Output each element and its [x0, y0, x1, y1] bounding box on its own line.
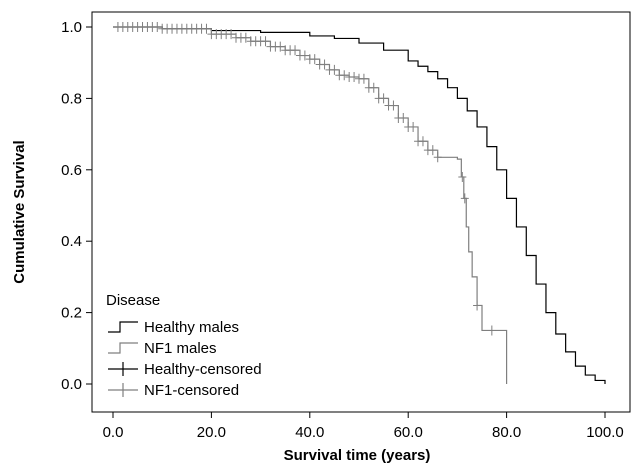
censor-mark — [350, 71, 359, 82]
censor-mark — [291, 45, 300, 56]
legend-swatch-step — [108, 342, 138, 354]
censor-mark — [359, 73, 368, 84]
censor-mark — [433, 152, 442, 163]
censor-mark — [428, 145, 437, 156]
x-tick-label: 0.0 — [103, 424, 124, 441]
censor-mark — [369, 82, 378, 93]
censor-mark — [340, 70, 349, 81]
censor-mark — [473, 300, 482, 311]
censor-mark — [227, 29, 236, 40]
x-tick-label: 40.0 — [295, 424, 324, 441]
y-tick-label: 0.6 — [61, 162, 82, 179]
censor-mark — [261, 36, 270, 47]
censor-mark — [300, 50, 309, 61]
x-tick-label: 20.0 — [197, 424, 226, 441]
x-axis-title: Survival time (years) — [284, 447, 431, 464]
legend: Disease Healthy males NF1 males Healthy-ce… — [106, 292, 262, 399]
legend-swatch-step — [108, 321, 138, 333]
censor-mark — [241, 32, 250, 43]
x-tick-label: 80.0 — [492, 424, 521, 441]
legend-swatch-censor — [108, 362, 138, 376]
legend-label: NF1-censored — [144, 382, 239, 399]
legend-label: Healthy males — [144, 319, 239, 336]
censor-mark — [379, 93, 388, 104]
censor-mark — [460, 193, 469, 204]
y-tick-label: 0.2 — [61, 305, 82, 322]
y-axis-ticks: 0.0 0.2 0.4 0.6 0.8 1.0 — [61, 19, 92, 393]
censor-mark — [389, 100, 398, 111]
x-tick-label: 100.0 — [586, 424, 624, 441]
censor-mark — [276, 41, 285, 52]
x-tick-label: 60.0 — [394, 424, 423, 441]
y-tick-label: 0.0 — [61, 376, 82, 393]
series-line-1 — [113, 26, 606, 384]
legend-label: NF1 males — [144, 340, 217, 357]
censor-mark — [320, 59, 329, 70]
y-axis-title: Cumulative Survival — [11, 140, 28, 283]
censor-mark — [487, 325, 496, 336]
censor-mark — [458, 171, 467, 182]
x-axis-ticks: 0.0 20.0 40.0 60.0 80.0 100.0 — [103, 412, 624, 441]
censor-mark — [330, 64, 339, 75]
y-tick-label: 1.0 — [61, 19, 82, 36]
y-tick-label: 0.4 — [61, 233, 82, 250]
legend-label: Healthy-censored — [144, 361, 262, 378]
censor-mark — [310, 54, 319, 65]
y-tick-label: 0.8 — [61, 90, 82, 107]
censor-mark — [418, 136, 427, 147]
censor-mark — [202, 23, 211, 34]
legend-swatch-censor — [108, 383, 138, 397]
series-layer — [113, 22, 606, 384]
censor-mark — [153, 22, 162, 32]
censor-mark — [409, 121, 418, 132]
legend-title: Disease — [106, 292, 160, 309]
censor-mark — [399, 113, 408, 124]
